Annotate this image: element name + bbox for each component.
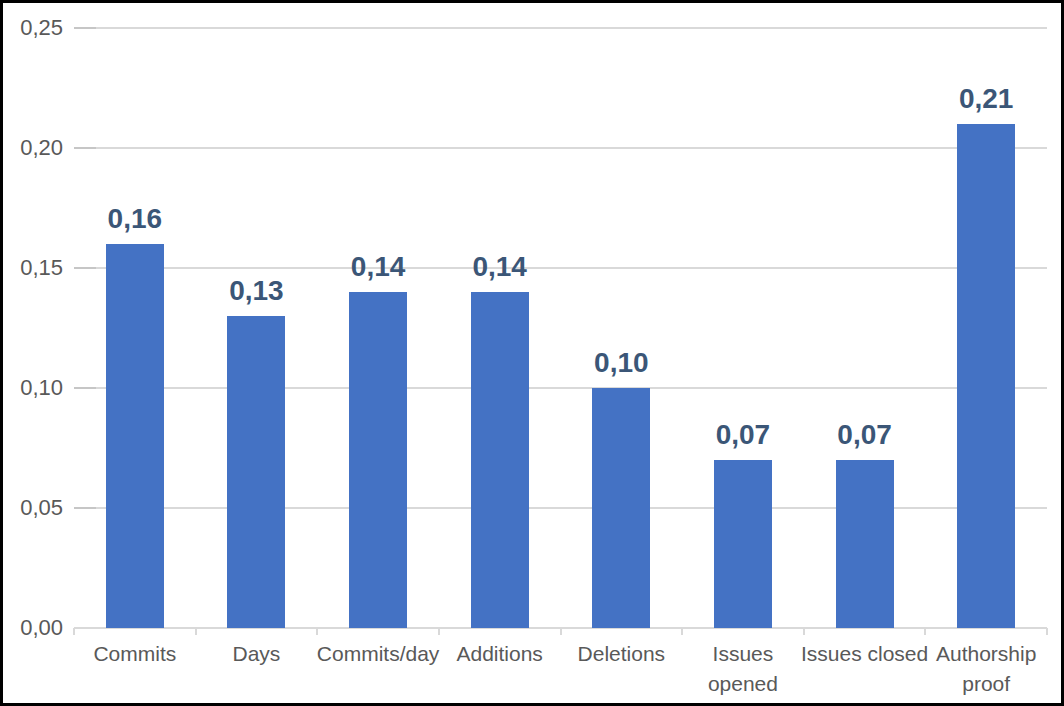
x-axis-tick xyxy=(560,628,562,635)
x-axis-tick xyxy=(316,628,318,635)
x-axis-tick xyxy=(195,628,197,635)
x-axis-tick xyxy=(1046,628,1048,635)
bar-value-label: 0,14 xyxy=(440,252,560,282)
bar-value-label: 0,16 xyxy=(75,204,195,234)
bar xyxy=(836,460,894,628)
y-axis-label: 0,20 xyxy=(3,137,63,159)
y-axis-tick xyxy=(74,387,96,389)
y-axis-label: 0,05 xyxy=(3,497,63,519)
gridline xyxy=(74,387,1047,389)
y-axis-label: 0,25 xyxy=(3,17,63,39)
y-axis-label: 0,00 xyxy=(3,617,63,639)
bar-value-label: 0,10 xyxy=(561,348,681,378)
y-axis-tick xyxy=(74,507,96,509)
bar xyxy=(349,292,407,628)
bar xyxy=(227,316,285,628)
x-axis-tick xyxy=(681,628,683,635)
bar-value-label: 0,13 xyxy=(196,276,316,306)
bar-value-label: 0,21 xyxy=(926,84,1046,114)
bar-value-label: 0,14 xyxy=(318,252,438,282)
gridline xyxy=(74,267,1047,269)
x-axis-tick xyxy=(73,628,75,635)
y-axis-tick xyxy=(74,27,96,29)
bar-value-label: 0,07 xyxy=(805,420,925,450)
bar xyxy=(714,460,772,628)
gridline xyxy=(74,147,1047,149)
bar xyxy=(592,388,650,628)
bar xyxy=(106,244,164,628)
category-label: Authorship proof xyxy=(901,639,1064,699)
x-axis-tick xyxy=(438,628,440,635)
y-axis-tick xyxy=(74,267,96,269)
x-axis-tick xyxy=(924,628,926,635)
gridline xyxy=(74,27,1047,29)
y-axis-label: 0,15 xyxy=(3,257,63,279)
bar xyxy=(471,292,529,628)
y-axis-label: 0,10 xyxy=(3,377,63,399)
bar-value-label: 0,07 xyxy=(683,420,803,450)
bar-chart: 0,250,200,150,100,050,000,16Commits0,13D… xyxy=(0,0,1064,706)
y-axis-tick xyxy=(74,147,96,149)
gridline xyxy=(74,507,1047,509)
x-axis-tick xyxy=(803,628,805,635)
bar xyxy=(957,124,1015,628)
